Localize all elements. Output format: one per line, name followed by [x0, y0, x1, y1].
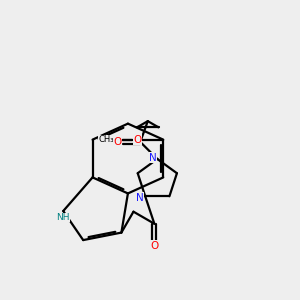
Text: CH₃: CH₃ — [99, 135, 114, 144]
Text: O: O — [113, 137, 122, 147]
Text: N: N — [149, 152, 157, 163]
Text: N: N — [136, 193, 144, 203]
Text: O: O — [150, 241, 158, 251]
Text: NH: NH — [56, 213, 70, 222]
Text: O: O — [133, 135, 142, 145]
